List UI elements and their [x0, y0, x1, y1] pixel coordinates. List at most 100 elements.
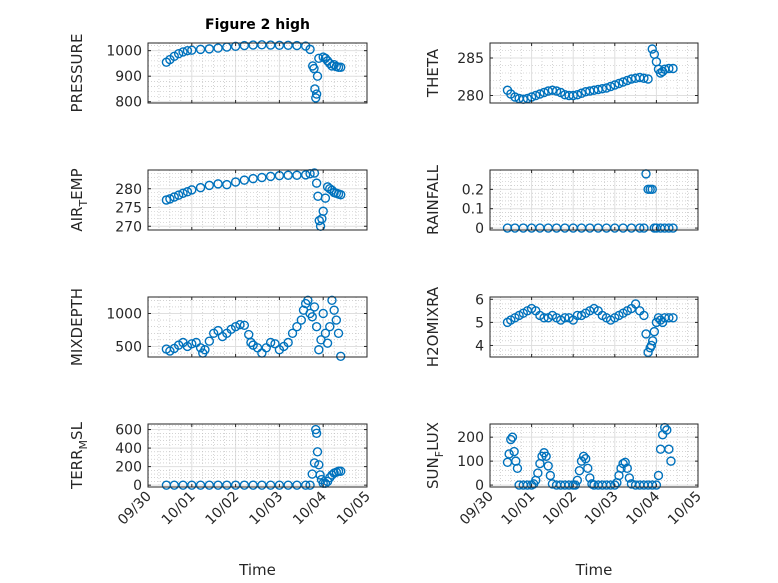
data-point	[572, 475, 583, 485]
data-point	[568, 90, 578, 101]
data-point	[309, 302, 320, 312]
y-tick-label: 0.1	[462, 202, 484, 218]
data-point	[178, 480, 188, 490]
data-point	[187, 339, 197, 349]
data-point	[329, 305, 339, 315]
data-point	[610, 480, 620, 490]
data-point	[239, 175, 250, 185]
data-point	[318, 308, 328, 319]
data-point	[303, 295, 313, 305]
y-tick-label: 275	[115, 201, 142, 217]
data-point	[230, 177, 241, 187]
data-point	[213, 43, 223, 53]
series-markers	[161, 40, 346, 103]
series-markers	[161, 168, 346, 231]
data-point	[647, 336, 658, 346]
y-tick-label: 500	[115, 339, 142, 355]
series-markers	[161, 424, 346, 490]
data-point	[257, 40, 267, 50]
data-point	[574, 466, 585, 476]
data-point	[510, 92, 520, 102]
data-point	[300, 170, 311, 180]
y-axis-label: MIXDEPTH	[68, 288, 86, 366]
data-point	[283, 40, 293, 50]
data-point	[305, 44, 315, 55]
y-tick-label: 0.2	[462, 182, 484, 198]
data-point	[578, 451, 589, 462]
x-tick-label: 09/30	[457, 489, 497, 529]
data-point	[309, 168, 320, 178]
data-point	[204, 180, 215, 191]
data-point	[265, 40, 276, 50]
data-point	[668, 223, 678, 233]
series-markers	[502, 169, 678, 233]
data-point	[531, 90, 541, 101]
y-tick-label: 200	[115, 460, 142, 476]
data-point	[333, 328, 344, 338]
data-point	[327, 295, 337, 305]
data-point	[204, 336, 215, 346]
x-axis-label: Time	[238, 561, 276, 579]
data-point	[246, 337, 256, 348]
x-tick-label: 10/03	[582, 489, 622, 529]
y-axis-label: TERRMSL	[68, 421, 90, 490]
data-point	[235, 319, 245, 330]
axes-frame	[147, 296, 368, 358]
data-point	[169, 480, 179, 490]
subplot-5: 500 1000 MIXDEPTH	[68, 288, 368, 366]
data-point	[614, 78, 624, 89]
axes-frame	[147, 42, 368, 104]
data-point	[311, 178, 322, 188]
data-point	[173, 49, 184, 59]
y-tick-label: 4	[475, 338, 484, 354]
data-point	[292, 40, 302, 51]
series-markers	[161, 295, 346, 362]
y-tick-label: 900	[115, 69, 142, 85]
y-axis-label: PRESSURE	[68, 34, 86, 113]
data-point	[643, 74, 653, 84]
subplot-7: 0 200 400 600 09/30 10/01 10/02 10/03 10/04 10/05…	[68, 421, 374, 579]
series-markers	[502, 422, 676, 490]
y-tick-label: 0	[475, 478, 484, 494]
data-point	[622, 75, 632, 86]
data-point	[597, 84, 608, 94]
data-point	[311, 428, 322, 438]
data-point	[336, 62, 346, 72]
x-tick-label: 10/05	[665, 489, 705, 529]
axes-frame	[489, 42, 699, 104]
data-point	[187, 185, 197, 195]
data-point	[283, 337, 293, 348]
subplot-1: 800 900 1000 PRESSURE Figure 2 high	[68, 17, 368, 113]
data-point	[668, 63, 678, 74]
data-point	[270, 339, 280, 349]
y-tick-label: 280	[457, 89, 484, 105]
data-point	[195, 44, 206, 55]
y-axis-label: RAINFALL	[424, 164, 442, 235]
data-point	[664, 313, 674, 323]
data-point	[314, 215, 324, 226]
data-point	[539, 87, 549, 98]
y-tick-label: 280	[115, 182, 142, 198]
data-point	[624, 473, 635, 483]
data-point	[310, 84, 320, 94]
data-point	[620, 457, 630, 468]
data-point	[646, 340, 657, 351]
data-point	[580, 454, 591, 464]
y-tick-label: 6	[475, 292, 484, 308]
data-point	[543, 461, 553, 471]
data-point	[651, 480, 662, 490]
data-point	[213, 179, 223, 189]
data-point	[182, 45, 193, 56]
data-point	[265, 337, 276, 348]
data-point	[257, 172, 267, 183]
x-tick-label: 10/05	[334, 489, 374, 529]
x-tick-label: 10/01	[159, 489, 199, 529]
data-point	[533, 468, 543, 478]
data-point	[314, 345, 324, 355]
data-point	[230, 480, 241, 490]
data-point	[560, 313, 570, 323]
data-point	[320, 193, 331, 203]
data-point	[331, 315, 342, 325]
data-point	[336, 190, 346, 200]
